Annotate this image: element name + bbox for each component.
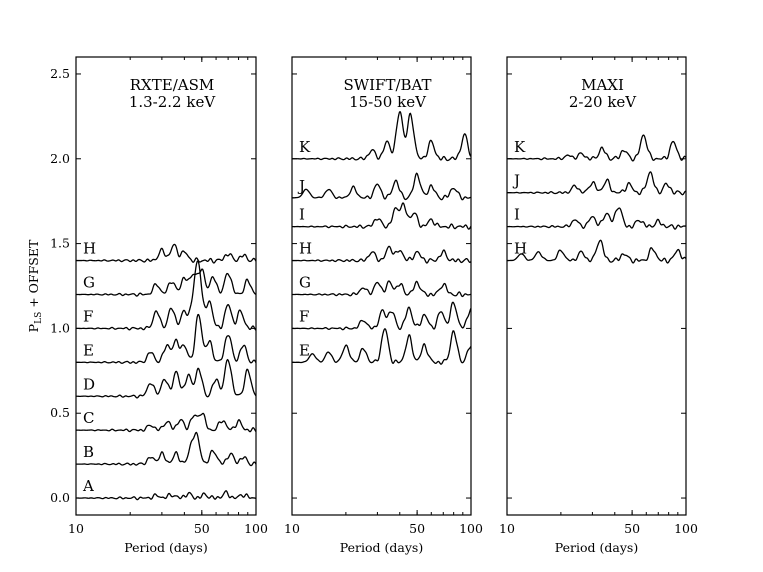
series-curve-J (291, 172, 472, 201)
series-label-J: J (512, 172, 520, 190)
series-curve-E (292, 328, 472, 365)
x-tick-label: 100 (459, 521, 483, 536)
panel-subtitle: 15-50 keV (349, 93, 427, 111)
series-curve-F (75, 260, 257, 331)
x-tick-label: 50 (624, 521, 640, 536)
series-curve-H (292, 245, 472, 264)
y-axis-title-tail: + OFFSET (26, 239, 41, 312)
x-tick-label: 10 (499, 521, 515, 536)
series-label-G: G (299, 273, 311, 291)
panel-title: RXTE/ASM (130, 76, 214, 94)
plot-frame (75, 56, 257, 516)
x-tick-label: 10 (284, 521, 300, 536)
series-label-F: F (299, 307, 309, 325)
y-tick-label: 0.0 (50, 490, 70, 505)
series-curve-H (75, 243, 257, 264)
series-curve-C (75, 412, 257, 433)
x-axis-title: Period (days) (555, 540, 638, 555)
series-curve-A (75, 490, 257, 501)
y-tick-label: 0.5 (50, 405, 70, 420)
series-label-K: K (514, 138, 526, 156)
plot-frame (506, 56, 687, 516)
series-curve-I (291, 202, 472, 230)
panel-subtitle: 1.3-2.2 keV (129, 93, 217, 111)
y-axis-title-subscript: LS (34, 312, 44, 324)
y-tick-label: 2.5 (50, 66, 70, 81)
x-axis-title: Period (days) (340, 540, 423, 555)
y-tick-label: 1.0 (50, 320, 70, 335)
x-tick-label: 100 (244, 521, 268, 536)
series-label-D: D (83, 375, 95, 393)
panel-subtitle: 2-20 keV (569, 93, 637, 111)
series-label-G: G (83, 273, 95, 291)
series-label-I: I (299, 206, 305, 224)
y-tick-label: 1.5 (50, 236, 70, 251)
series-label-H: H (299, 240, 312, 258)
series-label-E: E (83, 341, 94, 359)
series-curve-E (76, 313, 257, 364)
x-tick-label: 50 (409, 521, 425, 536)
panels: 0.0 0.5 1.0 1.5 2.0 2.5 10 50 100 Period (days) RX… (50, 56, 698, 555)
series-label-J: J (297, 177, 305, 195)
series-label-H: H (83, 240, 96, 258)
series-label-K: K (299, 138, 311, 156)
y-axis-title-main: P (26, 324, 41, 332)
x-tick-label: 50 (194, 521, 210, 536)
panel-title: SWIFT/BAT (343, 76, 431, 94)
svg-text:PLS + OFFSET: PLS + OFFSET (26, 239, 44, 332)
y-axis-title: PLS + OFFSET (26, 239, 44, 332)
x-axis-title: Period (days) (124, 540, 207, 555)
series-label-E: E (299, 341, 310, 359)
panel-title: MAXI (581, 76, 624, 94)
x-tick-label: 100 (674, 521, 698, 536)
series-curve-D (75, 358, 257, 399)
series-curve-K (292, 110, 472, 162)
series-label-I: I (514, 206, 520, 224)
series-curve-G (291, 280, 472, 298)
series-curve-G (75, 268, 257, 297)
series-label-B: B (83, 443, 94, 461)
series-curve-I (506, 207, 687, 230)
series-label-F: F (83, 307, 93, 325)
series-curve-K (507, 134, 687, 162)
series-label-A: A (82, 477, 94, 495)
series-curve-H (507, 239, 687, 264)
series-curve-J (507, 171, 687, 196)
series-label-H: H (514, 240, 527, 258)
panel-1: 0.0 0.5 1.0 1.5 2.0 2.5 10 50 100 Period (days) RX… (50, 56, 268, 555)
series-curve-B (76, 431, 257, 467)
series-curve-F (292, 301, 472, 331)
series-label-C: C (83, 409, 94, 427)
y-tick-label: 2.0 (50, 151, 70, 166)
plot-frame (291, 56, 472, 516)
x-tick-label: 10 (68, 521, 84, 536)
